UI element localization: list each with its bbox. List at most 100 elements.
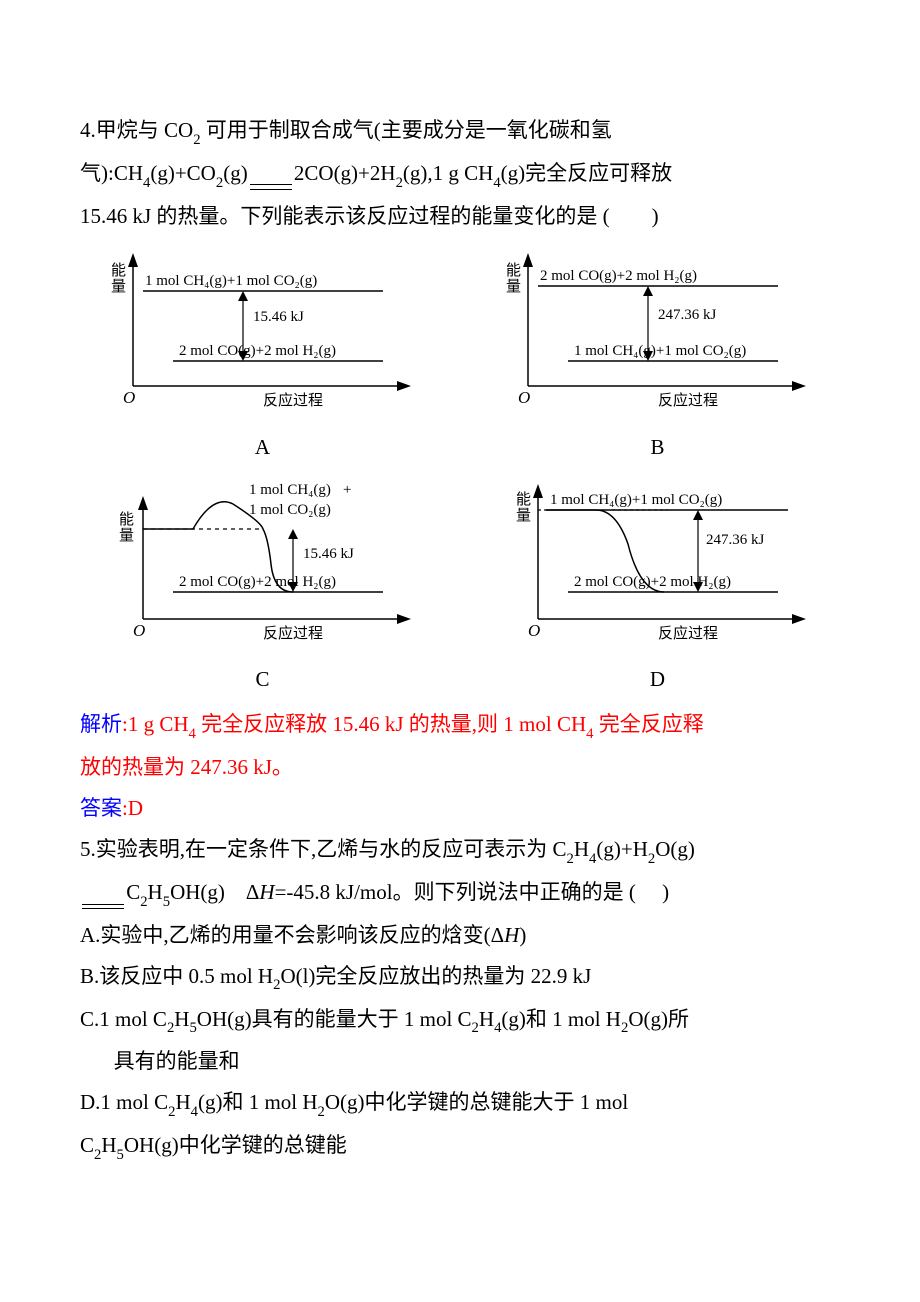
a-reactants: 1 mol CH₄(g)+1 mol CO₂(g)	[145, 273, 317, 289]
s5: 5	[163, 894, 170, 910]
c-reactants2: 1 mol CO₂(g)	[249, 502, 331, 518]
b-reactants: 1 mol CH₄(g)+1 mol CO₂(g)	[574, 343, 746, 359]
d-energy: 247.36 kJ	[706, 532, 765, 548]
q4-stem-line1: 4.甲烷与 CO2 可用于制取合成气(主要成分是一氧化碳和氢	[80, 110, 840, 153]
q5-option-b: B.该反应中 0.5 mol H2O(l)完全反应放出的热量为 22.9 kJ	[80, 956, 840, 999]
q4-analysis-line2: 放的热量为 247.36 kJ。	[80, 747, 840, 788]
c-reactants1: 1 mol CH₄(g)	[249, 482, 331, 498]
od-s2c: 2	[94, 1147, 101, 1163]
q4-l2e: (g),1 g CH	[403, 161, 493, 185]
q4-l3: 15.46 kJ 的热量。下列能表示该反应过程的能量变化的是 ( )	[80, 204, 659, 228]
s4: 4	[589, 851, 596, 867]
q4-l2b: (g)+CO	[150, 161, 216, 185]
od-s4: 4	[191, 1104, 198, 1120]
diagram-d-svg: 能 量 O 反应过程 1 mol CH₄(g)+1 mol CO₂(g) 247…	[488, 474, 828, 644]
q5-l2d: =-45.8 kJ/mol。则下列说法中正确的是 ( )	[275, 880, 670, 904]
q5-l2c: OH(g) Δ	[170, 880, 259, 904]
q5-option-a: A.实验中,乙烯的用量不会影响该反应的焓变(ΔH)	[80, 915, 840, 956]
s2c: 2	[140, 894, 147, 910]
ob-a: B.该反应中 0.5 mol H	[80, 964, 273, 988]
d-reactants: 1 mol CH₄(g)+1 mol CO₂(g)	[550, 492, 722, 508]
oc-g: 具有的能量和	[114, 1049, 240, 1073]
delta-h-a: H	[504, 923, 519, 947]
q5-option-d: D.1 mol C2H4(g)和 1 mol H2O(g)中化学键的总键能大于 …	[80, 1082, 840, 1125]
an-d: 放的热量为 247.36 kJ。	[80, 755, 293, 779]
od-f: H	[101, 1133, 116, 1157]
diagram-c-svg: 能 量 O 反应过程 1 mol CH₄(g) + 1 mol CO₂(g) 1…	[93, 474, 433, 644]
origin-o-d: O	[528, 621, 540, 640]
oc-s4: 4	[494, 1020, 501, 1036]
q4-answer: 答案:D	[80, 788, 840, 829]
q5-l2b: H	[148, 880, 163, 904]
od-d: O(g)中化学键的总键能大于 1 mol	[325, 1090, 628, 1114]
sub-2c: 2	[396, 175, 403, 191]
sub-2b: 2	[216, 175, 223, 191]
b-energy: 247.36 kJ	[658, 307, 717, 323]
oc-s2b: 2	[472, 1020, 479, 1036]
q4-analysis: 解析:1 g CH4 完全反应释放 15.46 kJ 的热量,则 1 mol C…	[80, 704, 840, 747]
svg-text:量: 量	[516, 508, 531, 524]
od-s2b: 2	[318, 1104, 325, 1120]
answer-label: 答案	[80, 796, 122, 820]
q5-l1d: O(g)	[655, 837, 695, 861]
oc-s2: 2	[167, 1020, 174, 1036]
x-axis-c: 反应过程	[263, 624, 323, 642]
q4-number: 4.	[80, 118, 96, 142]
diagram-c: 能 量 O 反应过程 1 mol CH₄(g) + 1 mol CO₂(g) 1…	[80, 474, 445, 701]
q5-l2a: C	[126, 880, 140, 904]
x-axis-d: 反应过程	[658, 624, 718, 642]
svg-text:能: 能	[516, 491, 531, 508]
c-plus: +	[343, 482, 351, 498]
od-s2: 2	[168, 1104, 175, 1120]
diagram-b-svg: 能 量 O 反应过程 2 mol CO(g)+2 mol H₂(g) 1 mol…	[488, 241, 828, 411]
q4-stem-line2: 气):CH4(g)+CO2(g)2CO(g)+2H2(g),1 g CH4(g)…	[80, 153, 840, 196]
oc-e: (g)和 1 mol H	[501, 1007, 621, 1031]
a-products: 2 mol CO(g)+2 mol H₂(g)	[179, 343, 336, 359]
origin-o-c: O	[133, 621, 145, 640]
od-g: OH(g)中化学键的总键能	[124, 1133, 347, 1157]
c-products: 2 mol CO(g)+2 mol H₂(g)	[179, 574, 336, 590]
delta-h: H	[259, 880, 274, 904]
caption-c: C	[80, 659, 445, 700]
sub-4b: 4	[493, 175, 500, 191]
c-energy: 15.46 kJ	[303, 546, 354, 562]
q5-number: 5.	[80, 837, 96, 861]
oc-s5: 5	[189, 1020, 196, 1036]
ob-s2: 2	[273, 977, 280, 993]
oc-s2c: 2	[621, 1020, 628, 1036]
x-axis-b: 反应过程	[658, 391, 718, 409]
d-products: 2 mol CO(g)+2 mol H₂(g)	[574, 574, 731, 590]
an-b: 完全反应释放 15.46 kJ 的热量,则 1 mol CH	[196, 712, 586, 736]
q4-l2d: 2CO(g)+2H	[294, 161, 396, 185]
analysis-label: 解析	[80, 712, 122, 736]
q5-l1c: (g)+H	[596, 837, 648, 861]
x-axis-label: 反应过程	[263, 391, 323, 409]
q5-line1: 5.实验表明,在一定条件下,乙烯与水的反应可表示为 C2H4(g)+H2O(g)	[80, 829, 840, 872]
an-a: :1 g CH	[122, 712, 189, 736]
an-c: 完全反应释	[593, 712, 703, 736]
oa-a: A.实验中,乙烯的用量不会影响该反应的焓变(Δ	[80, 923, 504, 947]
q5-l1a: 实验表明,在一定条件下,乙烯与水的反应可表示为 C	[96, 837, 567, 861]
s2b: 2	[648, 851, 655, 867]
q5-l1b: H	[574, 837, 589, 861]
diagram-d: 能 量 O 反应过程 1 mol CH₄(g)+1 mol CO₂(g) 247…	[475, 474, 840, 701]
an-sub4: 4	[189, 726, 196, 742]
q5-option-c-cont: 具有的能量和	[80, 1041, 840, 1082]
ob-b: O(l)完全反应放出的热量为 22.9 kJ	[280, 964, 591, 988]
origin-o-b: O	[518, 388, 530, 407]
diagram-a-svg: 能 量 O 反应过程 1 mol CH₄(g)+1 mol CO₂(g) 2 m…	[93, 241, 433, 411]
diagram-b: 能 量 O 反应过程 2 mol CO(g)+2 mol H₂(g) 1 mol…	[475, 241, 840, 468]
diagrams-grid: 能 量 O 反应过程 1 mol CH₄(g)+1 mol CO₂(g) 2 m…	[80, 241, 840, 701]
od-a: D.1 mol C	[80, 1090, 168, 1114]
q4-l1a: 甲烷与 CO	[96, 118, 193, 142]
oc-d: H	[479, 1007, 494, 1031]
analysis-body: :1 g CH4 完全反应释放 15.46 kJ 的热量,则 1 mol CH4…	[122, 712, 704, 736]
svg-text:能: 能	[506, 262, 521, 279]
origin-o: O	[123, 388, 135, 407]
q4-l2a: 气):CH	[80, 161, 143, 185]
oc-b: H	[174, 1007, 189, 1031]
a-energy: 15.46 kJ	[253, 309, 304, 325]
y-axis-label: 能	[111, 262, 126, 279]
an-sub4b: 4	[586, 726, 593, 742]
od-e: C	[80, 1133, 94, 1157]
